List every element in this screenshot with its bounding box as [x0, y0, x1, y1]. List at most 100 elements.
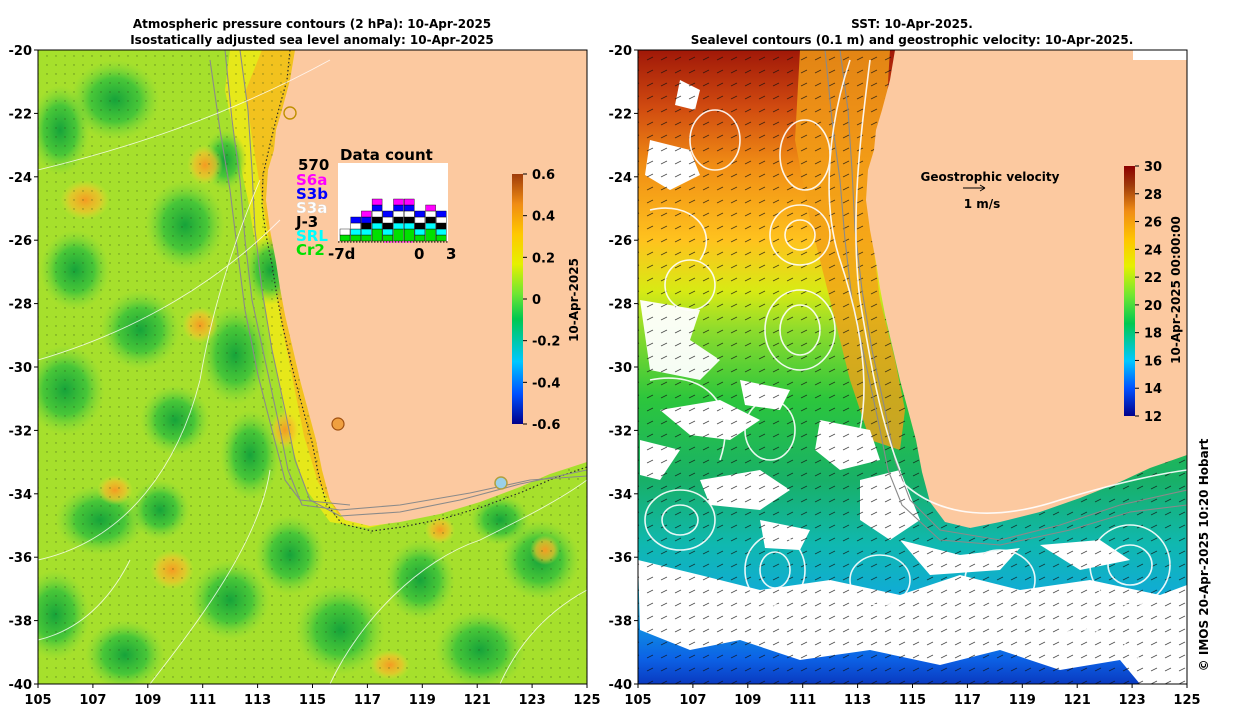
y-tick-label: -38 [609, 615, 633, 630]
histogram-segment [361, 210, 372, 218]
histogram-segment [425, 204, 436, 212]
y-tick-label: -36 [609, 551, 633, 566]
histogram-segment [350, 234, 361, 242]
colorbar-tick-label: 16 [1144, 354, 1162, 369]
histogram-segment [393, 210, 404, 218]
histogram-segment [404, 198, 415, 206]
histogram-segment [436, 222, 447, 230]
data-count-title: Data count [340, 146, 433, 164]
y-tick-label: -28 [609, 298, 633, 313]
y-tick-label: -40 [609, 678, 633, 693]
histogram-segment [393, 216, 404, 224]
histogram-segment [382, 216, 393, 224]
right-axis-ticks: 105 107 109 111 113 115 117 119 121 123 125 -20 -22 -… [609, 44, 1201, 708]
colorbar-tick-label: 22 [1144, 271, 1162, 286]
histogram-segment [414, 222, 426, 230]
y-tick-label: -22 [609, 107, 633, 122]
histogram-segment [350, 228, 361, 236]
colorbar-tick-label: 30 [1144, 160, 1162, 175]
histogram-segment [371, 198, 383, 206]
histogram-segment [339, 234, 351, 242]
colorbar-tick-label: -0.4 [532, 376, 560, 391]
y-tick-label: -24 [609, 171, 633, 186]
histogram-segment [371, 216, 383, 224]
left-title-line1: Atmospheric pressure contours (2 hPa): 1… [133, 17, 491, 31]
histogram-segment [414, 234, 426, 242]
velocity-legend-scale: 1 m/s [964, 197, 1001, 211]
histogram-segment [436, 210, 447, 218]
mission-label: S3b [296, 185, 328, 203]
x-tick-label: 109 [734, 693, 761, 708]
mission-label: Cr2 [296, 241, 325, 259]
x-tick-label: 121 [1064, 693, 1091, 708]
colorbar-tick-label: 12 [1144, 410, 1162, 425]
histogram-segment [361, 234, 372, 242]
histogram-segment [350, 216, 361, 224]
histogram-segment [404, 222, 415, 230]
left-colorbar-gradient [512, 174, 523, 424]
histogram-segment [414, 216, 426, 224]
x-tick-label: 125 [573, 693, 600, 708]
right-bathymetry [824, 50, 1187, 546]
colorbar-tick-label: 28 [1144, 188, 1162, 203]
velocity-legend: Geostrophic velocity 1 m/s [921, 170, 1060, 211]
colorbar-tick-label: 0.4 [532, 210, 555, 225]
histogram-segment [393, 198, 404, 206]
right-title-line2: Sealevel contours (0.1 m) and geostrophi… [691, 33, 1134, 47]
y-tick-label: -26 [9, 234, 33, 249]
histogram-segment [371, 222, 383, 230]
y-tick-label: -36 [9, 551, 33, 566]
y-tick-label: -30 [609, 361, 633, 376]
histogram-segment [404, 204, 415, 212]
histogram-segment [371, 204, 383, 212]
histogram-segment [425, 216, 436, 224]
x-tick-label: 123 [519, 693, 546, 708]
right-title-line1: SST: 10-Apr-2025. [851, 17, 973, 31]
x-tick-label: 119 [409, 693, 436, 708]
colorbar-tick-label: 24 [1144, 243, 1162, 258]
y-tick-label: -28 [9, 298, 33, 313]
mission-label: S3a [296, 199, 327, 217]
velocity-scale-arrowhead [979, 184, 986, 192]
inset-x-label: -7d [328, 245, 355, 263]
colorbar-tick-label: 14 [1144, 382, 1162, 397]
histogram-segment [350, 222, 361, 230]
right-map [638, 50, 1187, 684]
mission-label: SRL [296, 227, 328, 245]
x-tick-label: 105 [624, 693, 651, 708]
x-tick-label: 117 [954, 693, 981, 708]
x-tick-label: 107 [679, 693, 706, 708]
histogram-segment [361, 228, 372, 236]
colorbar-tick-label: 0 [532, 293, 541, 308]
histogram-segment [425, 228, 436, 242]
x-tick-label: 113 [244, 693, 271, 708]
x-tick-label: 123 [1119, 693, 1146, 708]
colorbar-tick-label: 0.6 [532, 168, 555, 183]
y-tick-label: -34 [609, 488, 633, 503]
data-count-total: 570 [298, 156, 329, 174]
right-map-notch [1133, 50, 1187, 60]
histogram-segment [382, 222, 393, 230]
y-tick-label: -26 [609, 234, 633, 249]
x-tick-label: 111 [789, 693, 816, 708]
x-tick-label: 119 [1009, 693, 1036, 708]
y-tick-label: -22 [9, 107, 33, 122]
y-tick-label: -20 [9, 44, 33, 59]
y-tick-label: -30 [9, 361, 33, 376]
y-tick-label: -38 [9, 615, 33, 630]
station-marker [283, 106, 297, 120]
left-isobars [38, 59, 587, 684]
colorbar-tick-label: 20 [1144, 299, 1162, 314]
histogram-segment [436, 234, 447, 242]
right-colorbar-gradient [1124, 166, 1135, 416]
x-tick-label: 117 [354, 693, 381, 708]
mission-label: S6a [296, 171, 327, 189]
x-tick-label: 107 [79, 693, 106, 708]
histogram-segment [404, 210, 415, 218]
mission-label: J-3 [295, 213, 318, 231]
x-tick-label: 105 [24, 693, 51, 708]
histogram-segment [382, 228, 393, 236]
x-tick-label: 125 [1173, 693, 1200, 708]
left-bathymetry [209, 50, 587, 517]
